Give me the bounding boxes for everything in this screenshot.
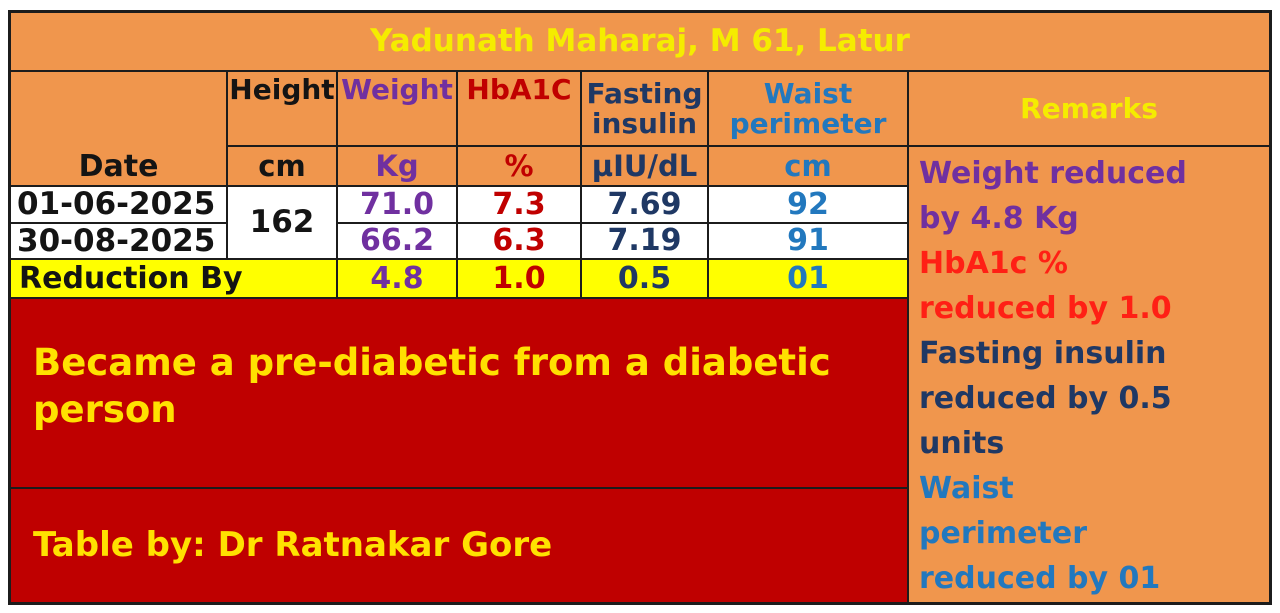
remark-hba1c: HbA1c % reduced by 1.0: [919, 246, 1172, 326]
unit-waist-cm: cm: [709, 147, 907, 185]
reduction-fasting-insulin: 0.5: [582, 260, 707, 297]
remark-weight: Weight reduced by 4.8 Kg: [919, 156, 1187, 236]
unit-weight-kg: Kg: [338, 147, 456, 185]
column-header-remarks: Remarks: [909, 72, 1269, 145]
reduction-weight: 4.8: [338, 260, 456, 297]
table-row-1-weight: 71.0: [338, 187, 456, 222]
reduction-hba1c: 1.0: [458, 260, 580, 297]
table-row-1-hba1c: 7.3: [458, 187, 580, 222]
patient-progress-table: Yadunath Maharaj, M 61, Latur Date Heigh…: [8, 10, 1272, 605]
table-row-2-weight: 66.2: [338, 224, 456, 258]
credit-note: Table by: Dr Ratnakar Gore: [11, 489, 907, 602]
column-header-date: Date: [11, 72, 226, 185]
column-header-height: Height: [228, 72, 336, 145]
table-row-1-date: 01-06-2025: [11, 187, 226, 222]
table-row-1-waist: 92: [709, 187, 907, 222]
table-row-1-fasting-insulin: 7.69: [582, 187, 707, 222]
remark-waist: Waist perimeter reduced by 01 cm: [919, 471, 1161, 596]
remark-fasting-insulin: Fasting insulin reduced by 0.5 units: [919, 336, 1172, 461]
remarks-panel: Weight reduced by 4.8 Kg HbA1c % reduced…: [909, 147, 1269, 602]
page-title: Yadunath Maharaj, M 61, Latur: [11, 13, 1269, 70]
column-header-fasting-insulin: Fasting insulin: [582, 72, 707, 145]
unit-height-cm: cm: [228, 147, 336, 185]
height-value-merged: 162: [228, 187, 336, 258]
unit-hba1c-percent: %: [458, 147, 580, 185]
column-header-weight: Weight: [338, 72, 456, 145]
unit-fasting-insulin: µIU/dL: [582, 147, 707, 185]
reduction-row-label: Reduction By: [11, 260, 336, 297]
table-row-2-hba1c: 6.3: [458, 224, 580, 258]
table-row-2-date: 30-08-2025: [11, 224, 226, 258]
column-header-waist-perimeter: Waist perimeter: [709, 72, 907, 145]
column-header-hba1c: HbA1C: [458, 72, 580, 145]
outcome-note: Became a pre-diabetic from a diabetic pe…: [11, 299, 907, 487]
reduction-waist: 01: [709, 260, 907, 297]
table-row-2-waist: 91: [709, 224, 907, 258]
table-row-2-fasting-insulin: 7.19: [582, 224, 707, 258]
